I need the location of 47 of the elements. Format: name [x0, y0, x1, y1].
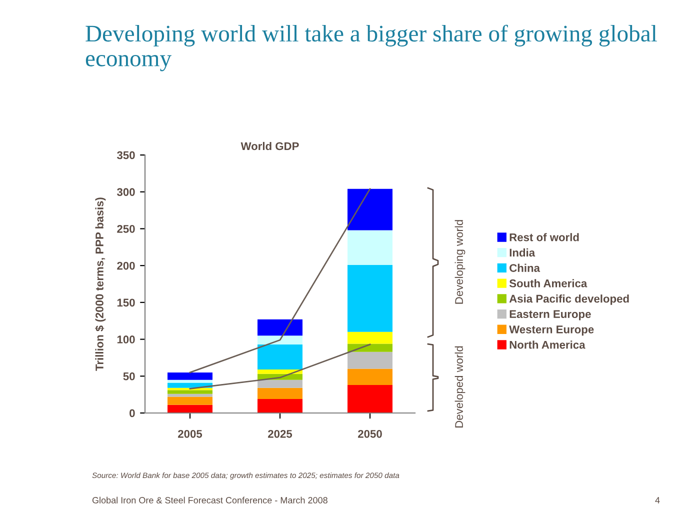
legend-label: North America: [510, 340, 586, 349]
text: Global Iron Ore & Steel Forecast Conference - March 2008: [92, 496, 328, 504]
x-tick-label: 2005: [178, 430, 202, 438]
legend-label: China: [510, 264, 540, 272]
x-tick-label: 2050: [358, 430, 382, 438]
chart-subtitle: World GDP: [240, 142, 299, 150]
bar: [348, 332, 392, 344]
legend-label: Eastern Europe: [510, 310, 591, 320]
bar: [348, 188, 392, 230]
bar: [348, 352, 392, 369]
y-tick-label: 350: [116, 151, 135, 160]
text: 4: [655, 497, 660, 504]
bar: [348, 264, 392, 332]
bar: [168, 396, 212, 405]
y-tick-label: 100: [117, 336, 135, 344]
bar: [348, 344, 392, 352]
bar: [348, 384, 392, 413]
bar: [168, 380, 212, 383]
bar: [258, 319, 302, 336]
text: Developed world: [454, 346, 466, 428]
text: Developing world: [454, 220, 466, 304]
legend-label: Western Europe: [509, 326, 594, 336]
bar: [168, 404, 212, 413]
bar: [258, 344, 302, 370]
y-tick-label: 0: [130, 409, 135, 418]
bar: [348, 230, 392, 265]
y-tick-label: 50: [123, 372, 135, 380]
bar: [258, 398, 302, 413]
chart-title: Developing world will take a bigger share of growing global economy: [86, 24, 657, 72]
bar: [258, 388, 302, 399]
y-tick-label: 250: [117, 224, 135, 233]
x-tick-label: 2025: [268, 430, 292, 438]
legend-label: Asia Pacific developed: [509, 294, 629, 305]
y-tick-label: 200: [117, 262, 135, 270]
bar: [348, 368, 392, 385]
y-axis-title: Trillion $ (2000 terms, PPP basis): [95, 198, 106, 371]
y-tick-label: 300: [116, 188, 135, 196]
legend-label: South America: [509, 279, 588, 288]
y-tick-label: 150: [117, 298, 135, 307]
bar: [168, 372, 212, 380]
legend-label: India: [510, 248, 536, 257]
bar: [258, 336, 302, 344]
bar: [168, 390, 212, 394]
bar: [168, 394, 212, 397]
bar: [258, 370, 302, 374]
legend-label: Rest of world: [510, 233, 579, 242]
bar: [258, 380, 302, 388]
